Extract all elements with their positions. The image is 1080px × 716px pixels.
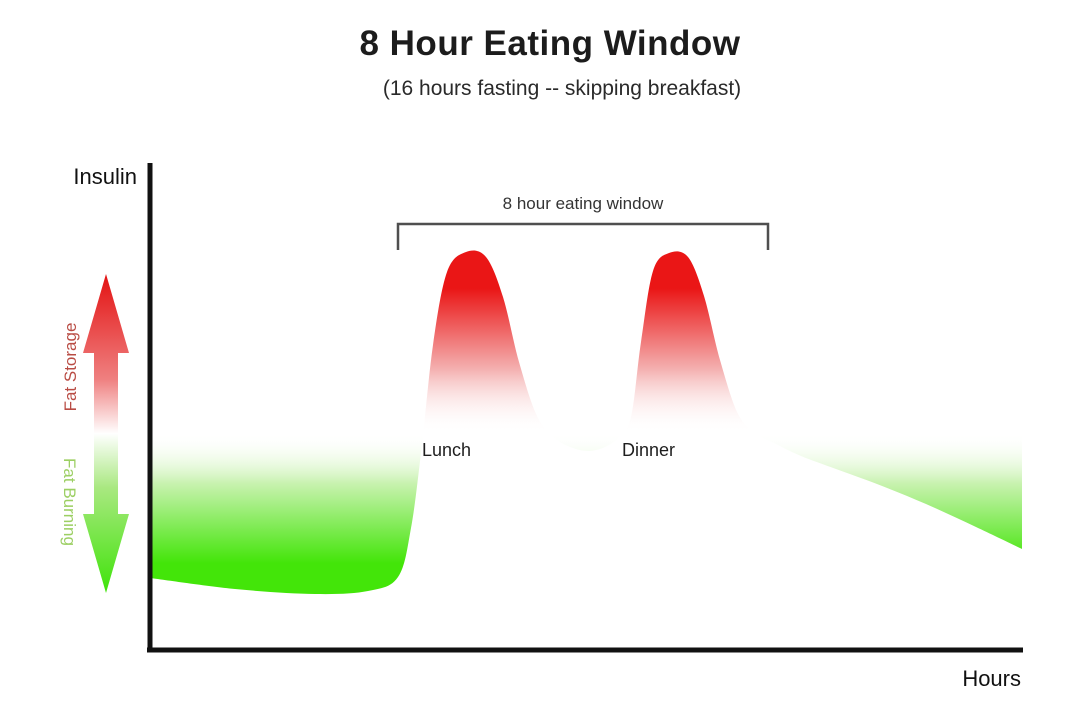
fat-burning-area: [150, 433, 1022, 595]
dinner-label: Dinner: [622, 440, 675, 460]
page-title: 8 Hour Eating Window: [359, 24, 740, 63]
x-axis-label: Hours: [962, 666, 1021, 691]
lunch-label: Lunch: [422, 440, 471, 460]
fat-storage-label: Fat Storage: [61, 323, 80, 412]
fat-burning-label: Fat Burning: [60, 458, 79, 546]
eating-window-bracket: [396, 222, 770, 250]
y-axis-label: Insulin: [73, 164, 137, 189]
eating-window-label: 8 hour eating window: [503, 194, 664, 213]
fat-storage-burning-arrow-icon: [83, 274, 129, 593]
page-subtitle: (16 hours fasting -- skipping breakfast): [383, 77, 741, 100]
